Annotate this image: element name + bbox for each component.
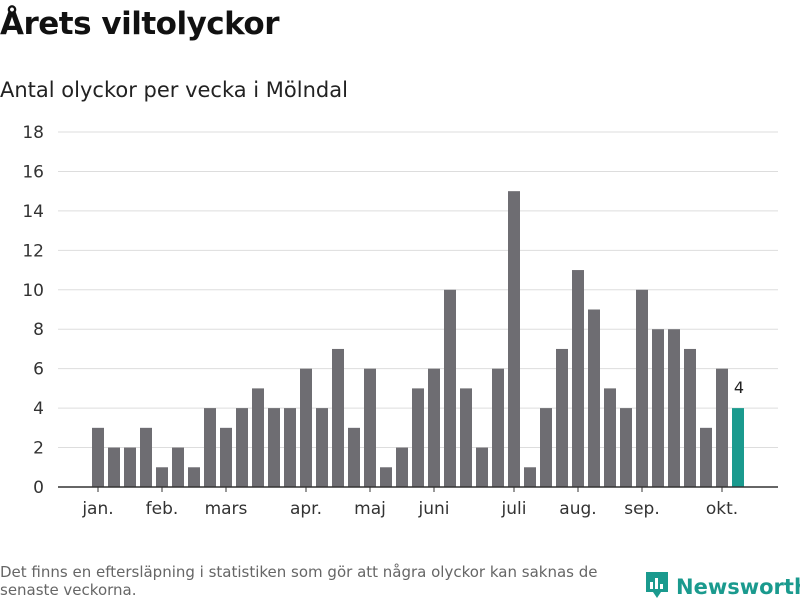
bar [140, 427, 152, 487]
bar [684, 348, 696, 487]
newsworthy-logo[interactable]: Newsworthy [644, 570, 800, 604]
bar [236, 408, 248, 487]
y-tick-label: 12 [22, 241, 44, 261]
bars: 4 [92, 191, 744, 487]
y-tick-label: 10 [22, 281, 44, 301]
bar [108, 447, 120, 487]
y-tick-label: 8 [33, 320, 44, 340]
chart-subtitle: Antal olyckor per vecka i Mölndal [0, 78, 348, 102]
bar [284, 408, 296, 487]
bar [332, 348, 344, 487]
bar [412, 388, 424, 487]
bar [188, 467, 200, 487]
bar [556, 348, 568, 487]
bar [716, 368, 728, 487]
bar [540, 408, 552, 487]
bar [668, 329, 680, 487]
y-tick-label: 2 [33, 439, 44, 459]
axes: 0 2 4 6 8 10 12 14 16 18 jan. feb. mars apr. maj juni ju… [22, 123, 778, 519]
x-tick-label: sep. [624, 499, 660, 519]
x-tick-label: juni [418, 499, 450, 519]
x-tick-label: maj [354, 499, 386, 519]
bar [588, 309, 600, 487]
x-tick-label: okt. [706, 499, 738, 519]
y-tick-label: 6 [33, 360, 44, 380]
bar [508, 191, 520, 487]
y-tick-label: 16 [22, 162, 44, 182]
bar [460, 388, 472, 487]
x-tick-label: feb. [146, 499, 179, 519]
bar [300, 368, 312, 487]
bar [572, 270, 584, 487]
bar [604, 388, 616, 487]
bar [380, 467, 392, 487]
bar [476, 447, 488, 487]
bar [652, 329, 664, 487]
y-tick-label: 14 [22, 202, 44, 222]
brand-name: Newsworthy [676, 575, 800, 599]
newsworthy-logo-icon [644, 570, 670, 604]
x-tick-label: mars [205, 499, 248, 519]
bar [444, 289, 456, 487]
bar [636, 289, 648, 487]
bar [92, 427, 104, 487]
bar [348, 427, 360, 487]
bar [156, 467, 168, 487]
bar-value-label: 4 [734, 378, 744, 397]
bar [252, 388, 264, 487]
x-tick-label: aug. [559, 499, 596, 519]
bar [220, 427, 232, 487]
chart-title: Årets viltolyckor [0, 6, 280, 42]
x-tick-label: juli [501, 499, 527, 519]
bar [492, 368, 504, 487]
bar [364, 368, 376, 487]
y-tick-label: 18 [22, 123, 44, 143]
y-tick-label: 0 [33, 478, 44, 498]
x-tick-label: jan. [81, 499, 113, 519]
bar [524, 467, 536, 487]
bar [396, 447, 408, 487]
bar [172, 447, 184, 487]
bar [316, 408, 328, 487]
bar-current-week [732, 408, 744, 487]
x-tick-label: apr. [290, 499, 322, 519]
footnote: Det finns en eftersläpning i statistiken… [0, 563, 598, 599]
bar [620, 408, 632, 487]
y-tick-label: 4 [33, 399, 44, 419]
bar [124, 447, 136, 487]
bar [204, 408, 216, 487]
bar [268, 408, 280, 487]
bar [428, 368, 440, 487]
bar [700, 427, 712, 487]
